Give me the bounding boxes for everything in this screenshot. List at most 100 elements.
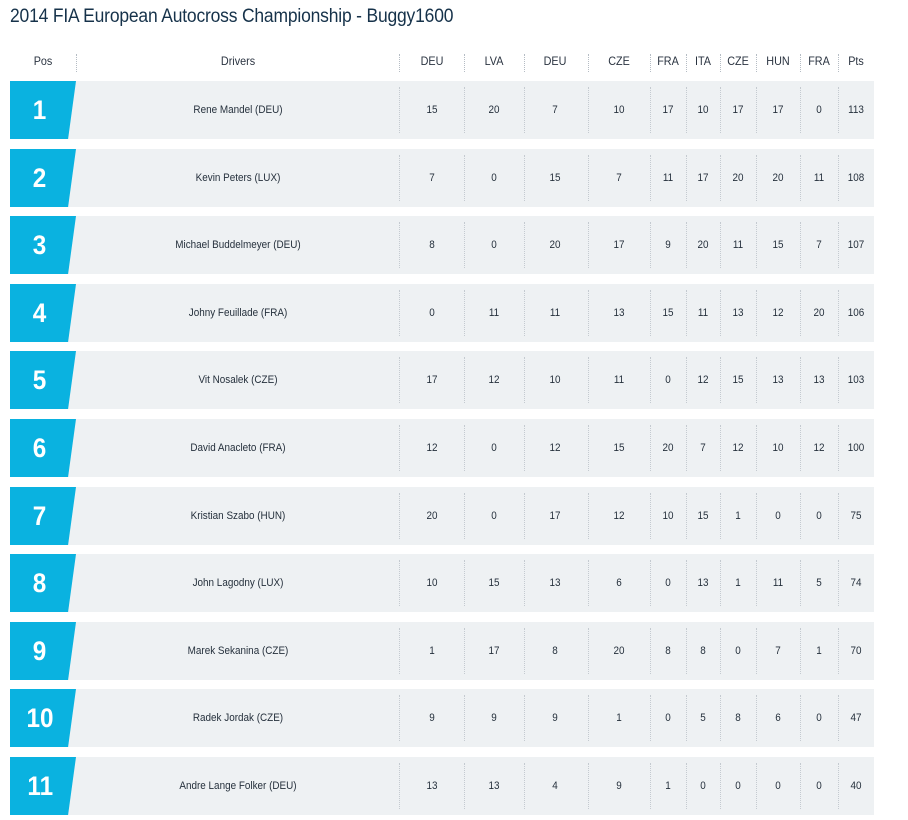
round-result: 20 (662, 442, 674, 454)
column-divider (650, 290, 651, 336)
table-row[interactable]: 4 Johny Feuillade (FRA) 0 11 11 13 15 11 13 12 20 1… (10, 284, 874, 342)
header-divider (464, 54, 465, 72)
driver-name: Kevin Peters (LUX) (195, 172, 281, 184)
column-divider (524, 357, 525, 403)
total-points: 75 (850, 510, 862, 522)
round-result: 17 (426, 374, 438, 386)
total-points: 106 (847, 307, 865, 319)
column-divider (588, 628, 589, 674)
table-row[interactable]: 9 Marek Sekanina (CZE) 1 17 8 20 8 8 0 7 1 70 (10, 622, 874, 680)
column-divider (524, 493, 525, 539)
column-divider (800, 763, 801, 809)
column-divider (588, 290, 589, 336)
total-points: 107 (847, 239, 865, 251)
header-round-9: FRA (808, 54, 830, 68)
column-divider (720, 763, 721, 809)
round-result: 8 (735, 712, 741, 724)
column-divider (399, 695, 400, 741)
table-row[interactable]: 3 Michael Buddelmeyer (DEU) 8 0 20 17 9 20 11 15 7… (10, 216, 874, 274)
driver-name: Rene Mandel (DEU) (193, 104, 283, 116)
round-result: 9 (616, 780, 622, 792)
round-result: 10 (549, 374, 561, 386)
header-round-1: DEU (420, 54, 444, 68)
round-result: 11 (697, 307, 709, 319)
column-divider (399, 628, 400, 674)
round-result: 12 (772, 307, 784, 319)
round-result: 0 (816, 510, 822, 522)
column-divider (800, 560, 801, 606)
total-points: 70 (850, 645, 862, 657)
total-points: 74 (850, 577, 862, 589)
round-result: 13 (613, 307, 625, 319)
column-divider (588, 357, 589, 403)
table-row[interactable]: 5 Vit Nosalek (CZE) 17 12 10 11 0 12 15 13 13 103 (10, 351, 874, 409)
header-round-7: CZE (727, 54, 749, 68)
round-result: 15 (732, 374, 744, 386)
table-row[interactable]: 1 Rene Mandel (DEU) 15 20 7 10 17 10 17 17 0 113 (10, 81, 874, 139)
total-points: 100 (847, 442, 865, 454)
position-badge: 3 (10, 216, 76, 274)
column-divider (756, 155, 757, 201)
column-divider (524, 290, 525, 336)
driver-name: Marek Sekanina (CZE) (187, 645, 289, 657)
total-points: 113 (848, 104, 864, 116)
round-result: 15 (772, 239, 784, 251)
header-divider (686, 54, 687, 72)
round-result: 20 (697, 239, 709, 251)
table-row[interactable]: 7 Kristian Szabo (HUN) 20 0 17 12 10 15 1 0 0 75 (10, 487, 874, 545)
position-badge: 11 (10, 757, 76, 815)
table-row[interactable]: 6 David Anacleto (FRA) 12 0 12 15 20 7 12 10 12 100 (10, 419, 874, 477)
round-result: 11 (613, 374, 625, 386)
round-result: 10 (613, 104, 625, 116)
column-divider (686, 560, 687, 606)
round-result: 20 (732, 172, 744, 184)
column-divider (399, 560, 400, 606)
header-round-6: ITA (694, 54, 712, 68)
round-result: 0 (816, 780, 822, 792)
round-result: 0 (429, 307, 435, 319)
column-divider (686, 628, 687, 674)
round-result: 7 (816, 239, 822, 251)
column-divider (720, 290, 721, 336)
column-divider (720, 155, 721, 201)
header-round-8: HUN (766, 54, 790, 68)
round-result: 11 (549, 307, 561, 319)
column-divider (399, 357, 400, 403)
column-divider (399, 290, 400, 336)
round-result: 15 (662, 307, 674, 319)
round-result: 1 (429, 645, 435, 657)
column-divider (686, 357, 687, 403)
round-result: 12 (426, 442, 438, 454)
column-divider (650, 763, 651, 809)
column-divider (838, 290, 839, 336)
column-divider (399, 222, 400, 268)
column-divider (588, 763, 589, 809)
column-divider (650, 155, 651, 201)
round-result: 13 (732, 307, 744, 319)
round-result: 13 (772, 374, 784, 386)
column-divider (800, 425, 801, 471)
column-divider (588, 87, 589, 133)
position-number: 5 (33, 365, 47, 395)
round-result: 20 (426, 510, 438, 522)
table-row[interactable]: 2 Kevin Peters (LUX) 7 0 15 7 11 17 20 20 11 108 (10, 149, 874, 207)
table-row[interactable]: 11 Andre Lange Folker (DEU) 13 13 4 9 1 0 0 0 0 40 (10, 757, 874, 815)
driver-name: Johny Feuillade (FRA) (188, 307, 288, 319)
column-divider (650, 628, 651, 674)
round-result: 6 (616, 577, 622, 589)
table-row[interactable]: 8 John Lagodny (LUX) 10 15 13 6 0 13 1 11 5 74 (10, 554, 874, 612)
header-divider (756, 54, 757, 72)
round-result: 8 (665, 645, 671, 657)
column-divider (464, 763, 465, 809)
column-divider (720, 222, 721, 268)
round-result: 1 (735, 577, 741, 589)
header-pos: Pos (33, 54, 53, 68)
position-number: 6 (33, 433, 47, 463)
round-result: 11 (732, 239, 744, 251)
column-divider (464, 222, 465, 268)
table-row[interactable]: 10 Radek Jordak (CZE) 9 9 9 1 0 5 8 6 0 47 (10, 689, 874, 747)
round-result: 7 (616, 172, 622, 184)
round-result: 9 (429, 712, 435, 724)
column-divider (838, 763, 839, 809)
column-divider (686, 87, 687, 133)
